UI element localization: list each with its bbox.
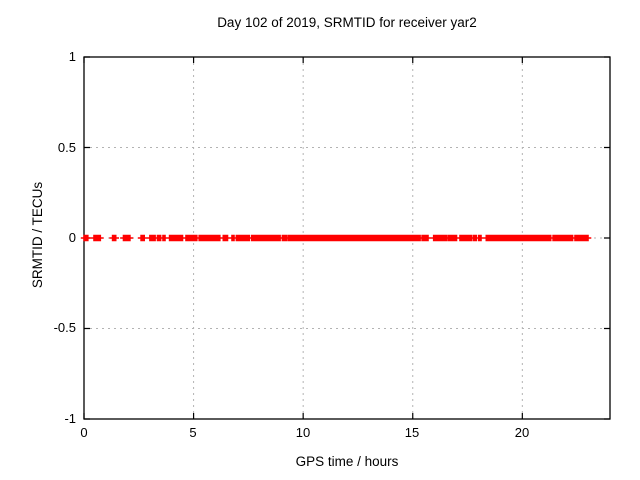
x-tick-label: 10 bbox=[295, 425, 311, 440]
x-tick-label: 0 bbox=[80, 425, 88, 440]
x-tick-label: 5 bbox=[189, 425, 197, 440]
y-tick-label: 0.5 bbox=[57, 140, 76, 155]
y-tick-label: 0 bbox=[68, 230, 76, 245]
x-axis-label: GPS time / hours bbox=[295, 454, 399, 469]
chart-title: Day 102 of 2019, SRMTID for receiver yar… bbox=[217, 15, 477, 30]
y-tick-label: -1 bbox=[64, 411, 76, 426]
y-tick-label: -0.5 bbox=[53, 320, 76, 335]
y-tick-label: 1 bbox=[68, 49, 76, 64]
x-tick-label: 20 bbox=[514, 425, 530, 440]
data-points bbox=[80, 234, 592, 242]
x-tick-label: 15 bbox=[404, 425, 420, 440]
